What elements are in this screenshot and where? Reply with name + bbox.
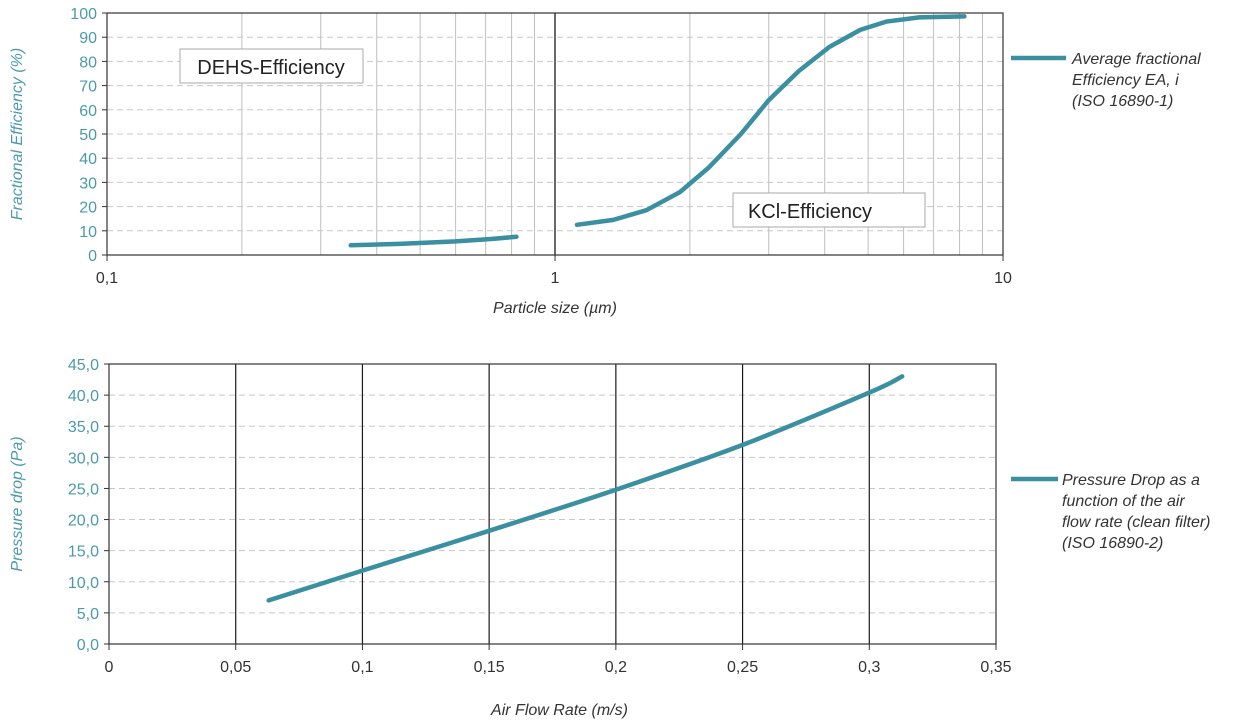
chart1-ytick-label: 0 <box>88 248 97 265</box>
chart2-ytick-label: 40,0 <box>68 388 99 405</box>
chart2-y-axis-label: Pressure drop (Pa) <box>9 436 26 571</box>
chart2-legend-text: function of the air <box>1062 493 1185 510</box>
chart1-ytick-label: 20 <box>79 200 97 217</box>
chart1-ytick-label: 80 <box>79 54 97 71</box>
chart1-ytick-label: 60 <box>79 103 97 120</box>
dehs-annotation-label: DEHS-Efficiency <box>197 57 344 79</box>
chart1-ytick-label: 40 <box>79 151 97 168</box>
chart1-xtick-label: 1 <box>551 270 560 287</box>
chart2-xtick-label: 0,3 <box>858 659 880 676</box>
chart2-plot-frame <box>108 363 997 645</box>
chart2-ytick-label: 20,0 <box>68 513 99 530</box>
chart2-ytick-label: 0,0 <box>77 637 99 654</box>
chart2-ytick-label: 25,0 <box>68 481 99 498</box>
chart2-xtick-label: 0,25 <box>727 659 758 676</box>
chart1-ytick-label: 90 <box>79 30 97 47</box>
chart1-series-line <box>348 234 519 248</box>
chart2-ytick-label: 30,0 <box>68 450 99 467</box>
chart2-xtick-label: 0,15 <box>474 659 505 676</box>
chart2-legend-text: (ISO 16890-2) <box>1062 535 1163 552</box>
chart2-ytick-label: 15,0 <box>68 544 99 561</box>
chart2-series-line <box>266 374 905 603</box>
chart2-ytick-label: 45,0 <box>68 357 99 374</box>
chart2-ytick-label: 10,0 <box>68 575 99 592</box>
kcl-annotation-label: KCl-Efficiency <box>748 201 872 223</box>
dehs-annotation-box <box>179 48 364 84</box>
chart1-ytick-label: 30 <box>79 175 97 192</box>
chart1-ytick-label: 10 <box>79 224 97 241</box>
chart2-x-axis-label: Air Flow Rate (m/s) <box>490 702 628 719</box>
chart2-legend-text: Pressure Drop as a <box>1062 472 1200 489</box>
kcl-annotation-box <box>732 192 926 228</box>
chart1-xtick-label: 0,1 <box>96 270 118 287</box>
chart1-y-axis-label: Fractional Efficiency (%) <box>9 48 26 221</box>
chart1-series-line <box>574 14 967 228</box>
chart2-xtick-label: 0,35 <box>980 659 1011 676</box>
chart2-ytick-label: 35,0 <box>68 419 99 436</box>
chart1-legend-text: (ISO 16890-1) <box>1072 93 1173 110</box>
chart2-ytick-label: 5,0 <box>77 606 99 623</box>
chart1-legend-text: Average fractional <box>1071 51 1201 68</box>
chart2-xtick-label: 0 <box>105 659 114 676</box>
chart1-xtick-label: 10 <box>994 270 1012 287</box>
chart2-xtick-label: 0,05 <box>220 659 251 676</box>
chart1-ytick-label: 50 <box>79 127 97 144</box>
chart2-xtick-label: 0,2 <box>605 659 627 676</box>
chart1-x-axis-label: Particle size (µm) <box>493 300 617 317</box>
chart1-ytick-label: 100 <box>70 6 97 23</box>
chart1-ytick-label: 70 <box>79 79 97 96</box>
chart1-legend-text: Efficiency EA, i <box>1072 72 1179 89</box>
chart2-legend-text: flow rate (clean filter) <box>1062 514 1211 531</box>
chart2-xtick-label: 0,1 <box>351 659 373 676</box>
